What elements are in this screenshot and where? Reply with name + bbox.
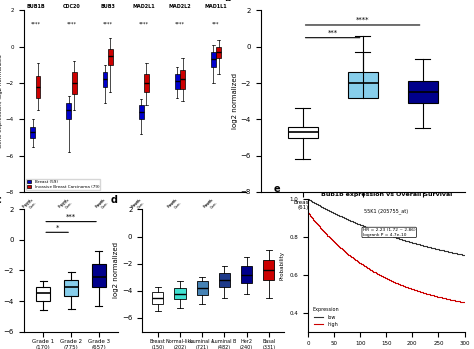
Text: ****: **** bbox=[30, 22, 40, 27]
Text: Breast: Breast bbox=[130, 198, 141, 208]
Text: CDC20: CDC20 bbox=[63, 3, 81, 9]
Text: Breast: Breast bbox=[166, 198, 177, 208]
Text: ****: **** bbox=[66, 22, 76, 27]
PathPatch shape bbox=[108, 49, 113, 65]
Y-axis label: log2 normalized: log2 normalized bbox=[0, 243, 1, 298]
PathPatch shape bbox=[347, 72, 378, 98]
high bbox=[305, 210, 311, 214]
low bbox=[398, 237, 403, 241]
Text: Inv.Br.
Carc.: Inv.Br. Carc. bbox=[205, 198, 219, 211]
Text: Inv.Br.
Carc.: Inv.Br. Carc. bbox=[24, 198, 38, 211]
PathPatch shape bbox=[92, 265, 106, 287]
Legend: low, high: low, high bbox=[310, 305, 341, 329]
PathPatch shape bbox=[216, 47, 221, 58]
PathPatch shape bbox=[288, 127, 318, 138]
PathPatch shape bbox=[211, 52, 216, 67]
Text: Breast: Breast bbox=[22, 198, 33, 208]
PathPatch shape bbox=[64, 280, 78, 296]
Y-axis label: Gene expression, log2 normalized: Gene expression, log2 normalized bbox=[0, 54, 3, 148]
Text: MAD2L2: MAD2L2 bbox=[169, 3, 191, 9]
Text: ****: **** bbox=[356, 17, 369, 23]
high bbox=[398, 283, 404, 287]
PathPatch shape bbox=[180, 70, 185, 89]
high bbox=[306, 211, 311, 215]
Text: ****: **** bbox=[102, 22, 113, 27]
Text: 55K1 (205755_at): 55K1 (205755_at) bbox=[364, 208, 409, 214]
Line: high: high bbox=[308, 212, 465, 302]
low bbox=[305, 197, 311, 201]
low bbox=[398, 237, 404, 241]
Text: ****: **** bbox=[139, 22, 149, 27]
PathPatch shape bbox=[408, 81, 438, 103]
Text: Breast: Breast bbox=[202, 198, 213, 208]
Line: low: low bbox=[308, 199, 465, 255]
PathPatch shape bbox=[197, 281, 208, 295]
PathPatch shape bbox=[241, 266, 252, 283]
low bbox=[462, 253, 467, 257]
Text: e: e bbox=[273, 184, 280, 194]
high bbox=[401, 284, 407, 288]
Title: Bub1b expression vs Overall Survival: Bub1b expression vs Overall Survival bbox=[321, 192, 452, 197]
PathPatch shape bbox=[144, 74, 149, 92]
Text: *: * bbox=[55, 225, 59, 231]
low bbox=[437, 247, 443, 252]
Text: c: c bbox=[0, 195, 1, 205]
low bbox=[447, 250, 453, 254]
PathPatch shape bbox=[263, 260, 274, 280]
Text: ***: *** bbox=[66, 214, 76, 220]
Text: ****: **** bbox=[175, 22, 185, 27]
Text: MAD1L1: MAD1L1 bbox=[205, 3, 228, 9]
Text: ***: *** bbox=[212, 22, 220, 27]
Y-axis label: log2 normalized: log2 normalized bbox=[113, 243, 119, 298]
PathPatch shape bbox=[139, 105, 144, 119]
PathPatch shape bbox=[102, 72, 108, 87]
PathPatch shape bbox=[66, 103, 71, 119]
Text: b: b bbox=[224, 0, 231, 3]
Legend: Breast (59), Invasive Breast Carcinoma (79): Breast (59), Invasive Breast Carcinoma (… bbox=[26, 179, 100, 190]
Text: BUB3: BUB3 bbox=[100, 3, 115, 9]
Text: HR = 2.23 (1.72 ~ 2.86)
logrank P = 4.7e-10: HR = 2.23 (1.72 ~ 2.86) logrank P = 4.7e… bbox=[363, 228, 416, 237]
PathPatch shape bbox=[174, 288, 185, 299]
PathPatch shape bbox=[30, 127, 35, 138]
high bbox=[398, 282, 403, 287]
Text: ***: *** bbox=[328, 30, 337, 36]
PathPatch shape bbox=[175, 74, 180, 89]
PathPatch shape bbox=[36, 76, 40, 98]
Text: Breast: Breast bbox=[94, 198, 105, 208]
Text: d: d bbox=[111, 195, 118, 205]
high bbox=[447, 297, 453, 302]
low bbox=[401, 238, 407, 242]
Text: Inv.Br.
Carc.: Inv.Br. Carc. bbox=[169, 198, 182, 211]
low bbox=[306, 197, 311, 201]
Text: Inv.Br.
Carc.: Inv.Br. Carc. bbox=[60, 198, 74, 211]
PathPatch shape bbox=[219, 273, 230, 287]
Text: MAD2L1: MAD2L1 bbox=[132, 3, 155, 9]
PathPatch shape bbox=[152, 292, 164, 304]
PathPatch shape bbox=[72, 72, 76, 94]
high bbox=[462, 300, 467, 304]
Text: Breast: Breast bbox=[58, 198, 69, 208]
PathPatch shape bbox=[36, 287, 50, 301]
Text: Inv.Br.
Carc.: Inv.Br. Carc. bbox=[133, 198, 146, 211]
Text: Inv.Br.
Carc.: Inv.Br. Carc. bbox=[97, 198, 110, 211]
Y-axis label: log2 normalized: log2 normalized bbox=[232, 73, 238, 129]
high bbox=[437, 295, 443, 299]
Y-axis label: Probability: Probability bbox=[279, 251, 284, 280]
Text: BUB1B: BUB1B bbox=[26, 3, 45, 9]
